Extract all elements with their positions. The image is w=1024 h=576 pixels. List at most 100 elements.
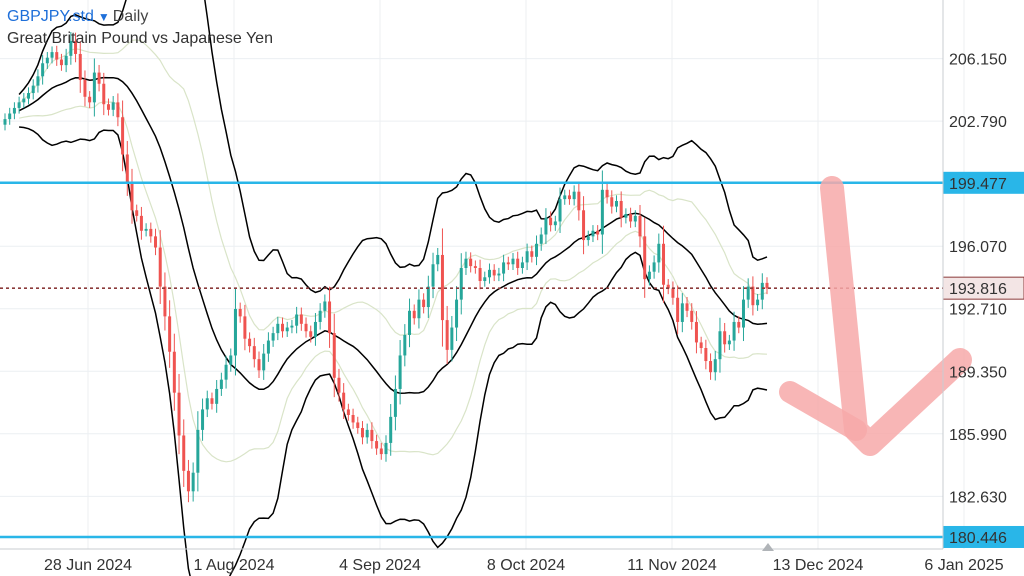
candle-body: [139, 215, 143, 231]
axes: 206.150 202.790 196.070 192.710 189.350 185.9…: [0, 0, 1007, 574]
candle-body: [55, 52, 59, 60]
candle-body: [535, 243, 539, 257]
candles: [3, 32, 769, 503]
candle-body: [271, 333, 275, 341]
candle-body: [186, 470, 190, 492]
level-tag-support: [943, 525, 1024, 548]
candle-body: [45, 57, 49, 64]
candle-body: [323, 301, 327, 311]
candle-body: [610, 197, 614, 207]
candle-body: [50, 52, 54, 58]
symbol-label[interactable]: GBPJPY.std: [7, 8, 94, 25]
candle-body: [389, 416, 393, 443]
candle-body: [295, 314, 299, 326]
candle-body: [699, 342, 703, 349]
candle-body: [299, 314, 303, 324]
scroll-marker-icon: [762, 543, 774, 551]
candle-body: [342, 392, 346, 410]
candle-body: [346, 409, 350, 416]
candle-body: [567, 195, 571, 200]
chart-header: GBPJPY.std ▼ Daily Great Britain Pound vs …: [7, 6, 273, 49]
candle-body: [746, 286, 750, 300]
candle-body: [64, 55, 68, 66]
chart-grid: [0, 0, 965, 549]
candle-body: [191, 472, 195, 492]
candle-body: [318, 310, 322, 322]
candle-body: [539, 234, 543, 244]
candle-body: [224, 364, 228, 380]
candle-body: [59, 59, 63, 66]
candle-body: [102, 83, 106, 105]
x-tick-label: 4 Sep 2024: [339, 557, 421, 574]
candle-body: [158, 247, 162, 287]
y-tick-label: 202.790: [949, 114, 1007, 131]
timeframe-label[interactable]: Daily: [112, 8, 149, 25]
candle-body: [765, 282, 769, 289]
y-tick-label: 185.990: [949, 427, 1007, 444]
candle-body: [266, 340, 270, 354]
candle-body: [412, 310, 416, 319]
candle-body: [690, 310, 694, 322]
outer-upper-band: [18, 0, 768, 294]
candle-body: [450, 327, 454, 350]
candle-body: [168, 316, 172, 352]
candle-body: [313, 321, 317, 337]
candle-body: [440, 254, 444, 321]
candle-body: [36, 76, 40, 86]
candle-body: [600, 189, 604, 235]
candle-body: [478, 267, 482, 282]
candle-body: [445, 320, 449, 350]
symbol-row[interactable]: GBPJPY.std ▼ Daily: [7, 6, 273, 28]
candle-body: [27, 93, 31, 99]
x-tick-label: 1 Aug 2024: [194, 557, 275, 574]
x-tick-label: 13 Dec 2024: [773, 557, 864, 574]
candle-body: [332, 333, 336, 378]
candle-body: [370, 429, 374, 442]
candle-body: [238, 308, 242, 317]
candle-body: [3, 119, 7, 125]
candle-body: [596, 230, 600, 235]
candle-body: [219, 379, 223, 389]
candle-body: [69, 40, 73, 56]
candle-body: [638, 215, 642, 237]
candle-body: [215, 388, 219, 404]
candle-body: [351, 415, 355, 423]
candle-body: [737, 321, 741, 328]
candle-body: [624, 214, 628, 218]
candle-body: [22, 98, 26, 103]
candle-body: [116, 102, 120, 118]
candle-body: [337, 377, 341, 393]
candle-body: [647, 271, 651, 280]
candle-body: [328, 301, 332, 334]
candle-body: [549, 217, 553, 226]
candle-body: [756, 299, 760, 306]
candle-body: [741, 299, 745, 328]
candle-body: [718, 331, 722, 360]
candle-body: [78, 53, 82, 81]
candle-body: [492, 269, 496, 276]
candle-body: [276, 323, 280, 334]
x-tick-label: 8 Oct 2024: [487, 557, 565, 574]
candle-body: [154, 236, 158, 248]
symbol-dropdown-icon[interactable]: ▼: [97, 10, 110, 24]
candle-body: [182, 435, 186, 471]
candle-body: [163, 286, 167, 317]
candle-body: [196, 429, 200, 473]
candle-body: [248, 338, 252, 347]
candle-body: [473, 266, 477, 268]
inner-upper-band: [18, 39, 768, 336]
candle-body: [464, 258, 468, 268]
candle-body: [88, 96, 92, 103]
candle-body: [177, 392, 181, 436]
candle-body: [436, 254, 440, 265]
horizontal-levels[interactable]: 199.477 180.446 193.816: [0, 171, 1024, 548]
candle-body: [455, 299, 459, 328]
candle-body: [652, 262, 656, 272]
candle-body: [694, 321, 698, 343]
candle-body: [403, 334, 407, 356]
level-label-resistance: 199.477: [949, 176, 1007, 193]
candle-body: [577, 191, 581, 211]
candle-body: [83, 80, 87, 97]
candle-body: [233, 308, 237, 356]
